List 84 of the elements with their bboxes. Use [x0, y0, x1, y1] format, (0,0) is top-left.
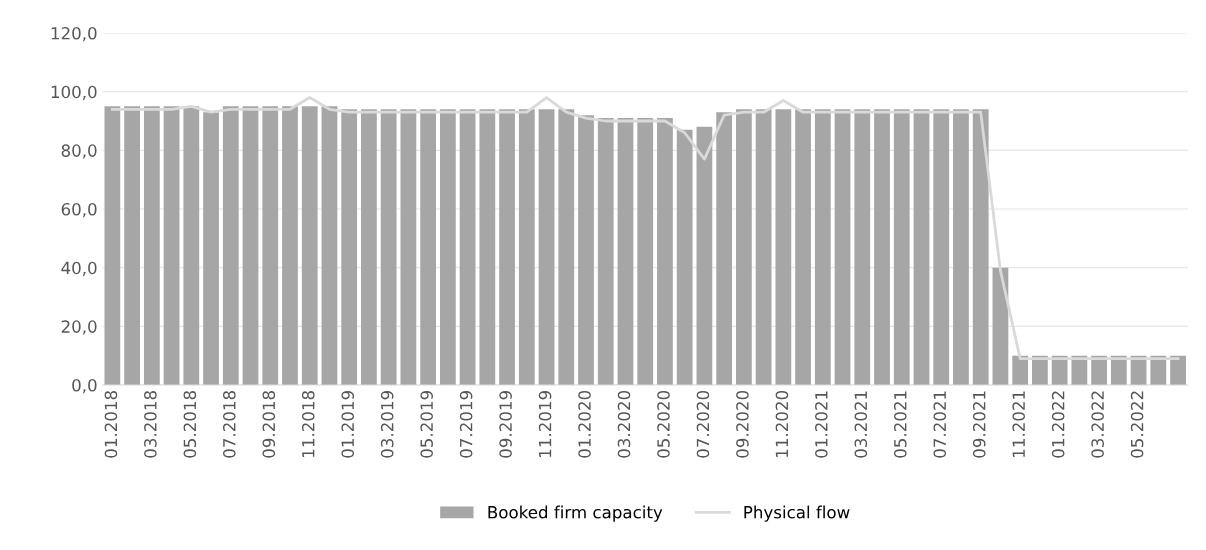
bar [933, 109, 950, 385]
bar [953, 109, 969, 385]
bar [676, 129, 693, 385]
x-tick-label: 11.2021 [1012, 391, 1025, 457]
bar [518, 109, 535, 385]
x-tick-label: 11.2020 [775, 390, 789, 457]
bar [321, 106, 338, 385]
bar [222, 106, 239, 385]
bar [361, 109, 377, 385]
x-tick-label: 09.2020 [736, 390, 749, 458]
x-tick-label: 09.2018 [262, 391, 276, 458]
x-tick-label: 01.2021 [815, 391, 828, 458]
line-series [110, 96, 1180, 360]
bar [400, 109, 417, 385]
bar [755, 109, 772, 385]
x-tick-label: 01.2020 [578, 390, 591, 458]
bar [143, 106, 160, 385]
x-tick-label: 03.2020 [617, 390, 631, 458]
bar [439, 109, 456, 385]
bar [420, 109, 437, 385]
y-tick-label: 120,0 [51, 26, 97, 42]
x-tick-label: 01.2022 [1051, 391, 1065, 458]
bar [479, 109, 496, 385]
bar [696, 126, 713, 385]
bar [301, 106, 318, 385]
bar [617, 118, 634, 385]
bar [242, 106, 259, 385]
x-tick-label: 07.2018 [223, 391, 236, 458]
bar [795, 109, 811, 385]
x-tick-label: 07.2019 [459, 391, 473, 458]
x-tick-label: 03.2022 [1091, 391, 1104, 458]
bar [262, 106, 279, 385]
bar [104, 106, 121, 385]
bar [558, 109, 575, 385]
legend-label: Booked firm capacity [488, 505, 663, 522]
x-tick-label: 03.2021 [854, 391, 868, 458]
bar [972, 109, 989, 385]
x-tick-label: 09.2019 [499, 391, 512, 458]
bar [124, 106, 141, 385]
legend-label: Physical flow [744, 505, 850, 522]
x-tick-label: 11.2019 [538, 391, 552, 457]
bar [341, 109, 358, 385]
bar [893, 109, 910, 385]
bar [538, 109, 555, 385]
x-tick-label: 05.2022 [1130, 391, 1144, 458]
y-tick-label: 100,0 [51, 85, 97, 100]
bar [637, 118, 654, 385]
bar [814, 109, 831, 385]
y-tick-label: 80,0 [61, 144, 97, 159]
bar [854, 109, 871, 385]
bar [282, 106, 298, 385]
bar [203, 112, 219, 385]
x-tick-label: 07.2020 [696, 390, 710, 458]
bar [499, 109, 515, 385]
x-tick-label: 07.2021 [933, 391, 947, 458]
bar [657, 118, 673, 385]
bar [163, 106, 180, 385]
bar [874, 109, 890, 385]
bar [716, 112, 733, 385]
y-tick-label: 60,0 [61, 202, 97, 218]
x-tick-label: 05.2019 [420, 391, 433, 458]
bar [597, 118, 614, 385]
y-tick-label: 20,0 [61, 320, 97, 335]
bar [380, 109, 397, 385]
x-tick-label: 01.2018 [104, 391, 118, 458]
bar [834, 109, 851, 385]
bar [735, 109, 752, 385]
x-tick-label: 09.2021 [972, 391, 986, 458]
x-tick-label: 03.2018 [144, 391, 157, 458]
bar [183, 106, 200, 385]
y-tick-label: 40,0 [61, 261, 97, 276]
bar [459, 109, 476, 385]
x-tick-label: 05.2020 [657, 390, 670, 458]
bar [1012, 355, 1029, 385]
bar [775, 109, 792, 385]
x-tick-label: 03.2019 [380, 391, 394, 458]
bar [913, 109, 930, 385]
y-tick-label: 0,0 [72, 378, 97, 394]
x-tick-label: 05.2021 [893, 391, 907, 458]
x-tick-label: 11.2018 [301, 391, 315, 457]
bar [1170, 355, 1186, 385]
x-tick-label: 05.2018 [183, 391, 197, 458]
x-tick-label: 01.2019 [341, 391, 355, 458]
bar [578, 115, 594, 385]
